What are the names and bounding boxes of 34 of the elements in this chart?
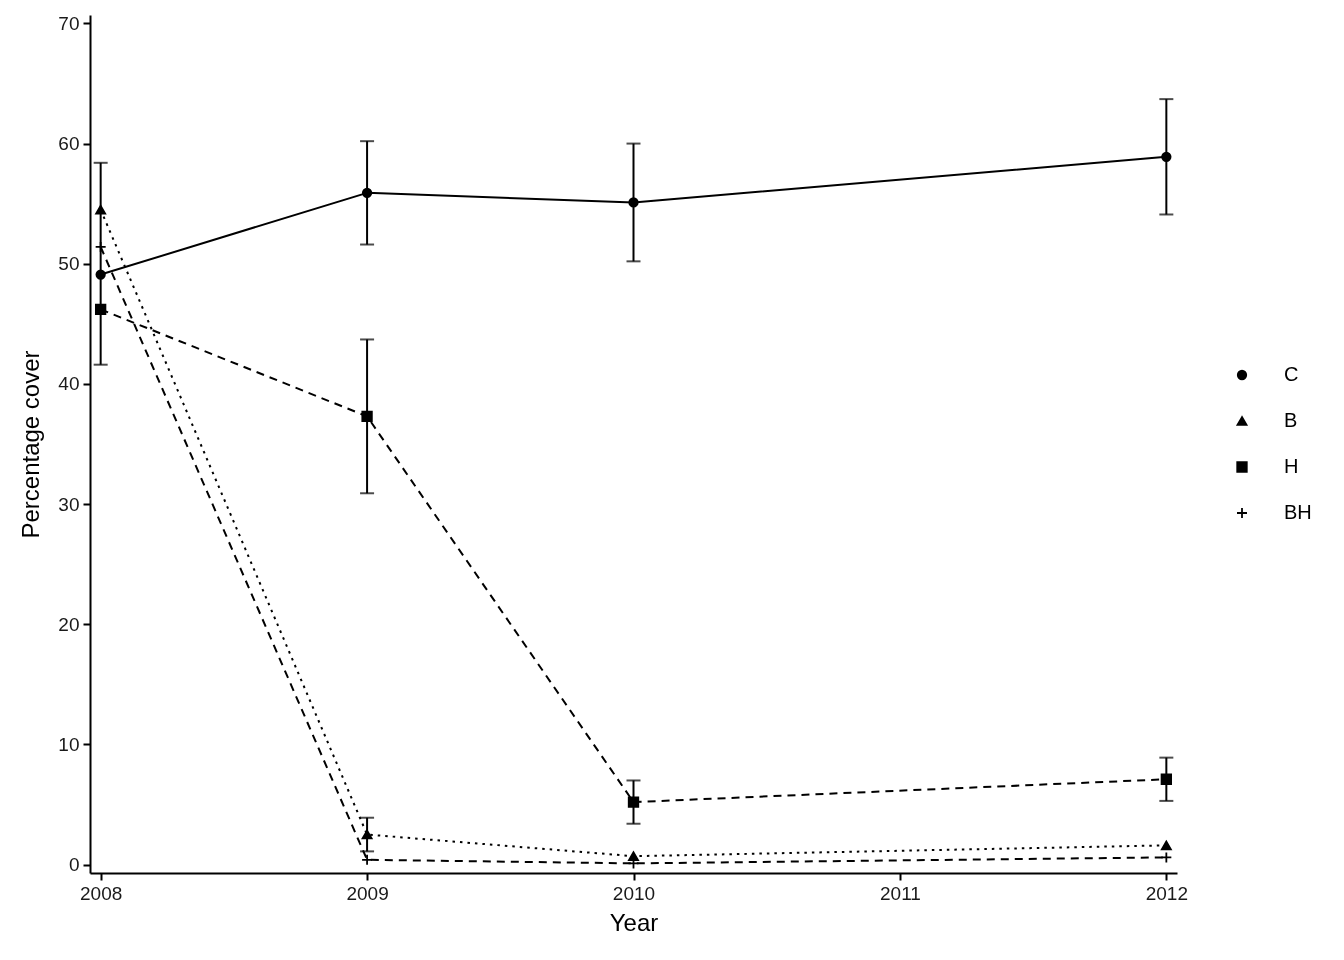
x-tick-label: 2010 [612,882,656,904]
point [95,303,107,316]
point [361,410,373,423]
x-tick-label: 2011 [879,882,921,904]
point [1160,773,1172,785]
legend-label: B [1284,409,1298,431]
x-tick-label: 2012 [1145,882,1188,904]
point [627,796,640,808]
point [95,269,106,280]
point [1160,840,1172,851]
y-tick-label: 70 [58,12,80,34]
point [361,853,373,866]
y-tick-label: 10 [58,733,80,755]
y-tick-label: 60 [58,133,80,155]
x-axis-title: Year [609,908,659,936]
legend-label: BH [1284,501,1312,523]
point [1161,151,1172,162]
y-axis-title: Percentage cover [17,350,45,539]
y-tick-label: 0 [68,854,80,876]
legend-label: C [1284,363,1299,385]
legend-label: H [1284,455,1299,477]
point [361,829,373,840]
y-tick-label: 50 [58,253,80,275]
point [94,241,107,253]
point [361,187,373,198]
y-tick-label: 30 [58,493,80,515]
y-tick-label: 20 [58,613,80,635]
x-tick-label: 2008 [80,882,123,904]
y-tick-label: 40 [58,373,80,395]
point [1160,851,1173,864]
point [95,204,107,215]
point [628,197,639,208]
x-tick-label: 2009 [346,882,389,904]
point [628,851,639,861]
